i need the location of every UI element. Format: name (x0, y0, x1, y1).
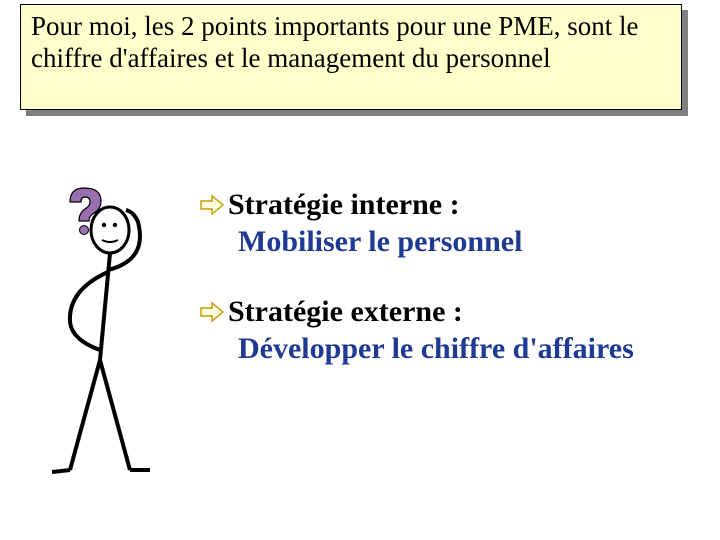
list-item: Stratégie interne : Mobiliser le personn… (200, 188, 670, 259)
arrow-icon (200, 301, 228, 323)
strategy-list: Stratégie interne : Mobiliser le personn… (200, 188, 670, 402)
list-item: Stratégie externe : Développer le chiffr… (200, 295, 670, 366)
item-title: Stratégie interne : (228, 188, 460, 223)
item-title: Stratégie externe : (228, 295, 463, 330)
thinking-figure (22, 170, 172, 490)
item-subtitle: Mobiliser le personnel (238, 225, 670, 260)
item-subtitle: Développer le chiffre d'affaires (238, 332, 670, 367)
callout-box: Pour moi, les 2 points importants pour u… (20, 4, 682, 110)
stick-figure-icon (22, 170, 172, 490)
arrow-icon (200, 194, 228, 216)
slide: { "callout": { "text": "Pour moi, les 2 … (0, 0, 720, 540)
callout-text: Pour moi, les 2 points importants pour u… (31, 11, 671, 75)
